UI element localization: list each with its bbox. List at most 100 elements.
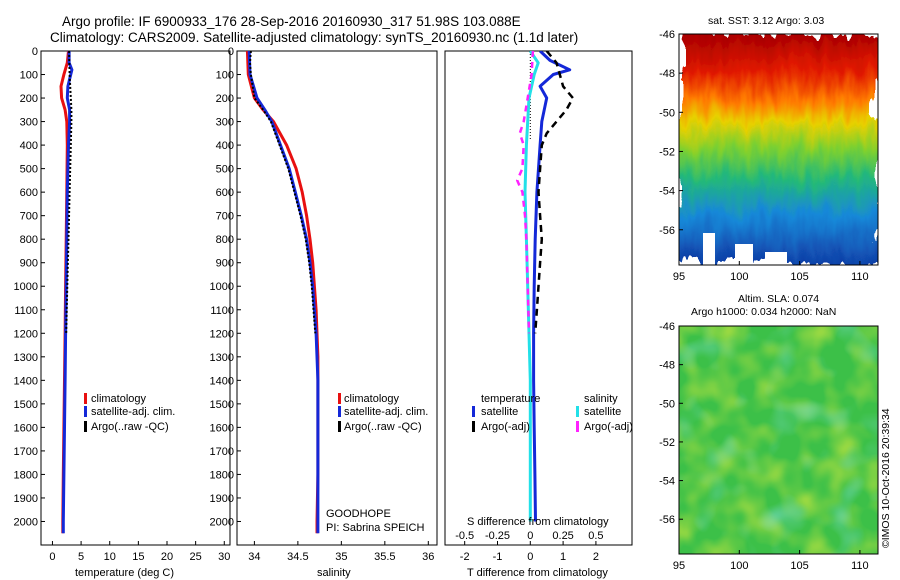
sla-field-lows [679,326,878,554]
lon-tick-label: 110 [851,560,869,572]
depth-tick-label: 1800 [210,469,234,481]
lon-tick-label: 105 [790,560,808,572]
depth-tick-label: 300 [20,117,38,129]
salinity-panel: 0 100 200 300 400 500 600 700 800 900 1000 1100 1200… [210,46,438,579]
depth-tick-label: 1300 [210,352,234,364]
depth-tick-label: 200 [216,93,234,105]
depth-tick-label: 1300 [14,352,38,364]
depth-tick-label: 1800 [14,469,38,481]
legend-swatch-argo [338,421,341,432]
depth-tick-label: 200 [20,93,38,105]
lon-tick-label: 110 [851,271,869,283]
lat-tick-label: -56 [659,514,675,526]
x-tick-label: 5 [78,551,84,563]
x-tick-label: 36 [422,551,434,563]
legend-swatch-t-argo [472,421,475,432]
depth-tick-label: 1700 [210,446,234,458]
series-line [533,51,575,334]
lon-tick-label: 100 [730,271,748,283]
legend-swatch-argo [84,421,87,432]
series-line [515,51,535,334]
salinity-x-ticks: 34 34.5 35 35.5 36 [248,541,434,563]
depth-tick-label: 0 [228,46,234,58]
sst-map-panel: sat. SST: 3.12 Argo: 3.03 95 100 105 110 -4… [659,15,879,283]
difference-x2label: S difference from climatology [467,516,609,528]
legend-label-satellite: satellite-adj. clim. [91,406,175,418]
lon-tick-label: 95 [673,560,685,572]
salinity-xlabel: salinity [317,567,351,579]
legend-title-temperature: temperature [481,393,540,405]
x-tick-label: 15 [132,551,144,563]
salinity-legend: climatology satellite-adj. clim. Argo(..… [338,393,428,433]
legend-swatch-s-satellite [576,406,579,417]
depth-tick-label: 1500 [14,399,38,411]
difference-legend: temperature salinity satellite Argo(-adj… [472,393,633,433]
lat-tick-label: -48 [659,68,675,80]
sst-map-frame [678,33,879,266]
legend-label-climatology: climatology [344,393,400,405]
legend-swatch-climatology [84,393,87,404]
x-tick-label: 0 [49,551,55,563]
temperature-xlabel: temperature (deg C) [75,567,174,579]
s-tick-label: 0 [527,530,533,542]
salinity-depth-ticks: 0 100 200 300 400 500 600 700 800 900 1000 1100 1200… [210,46,241,528]
temperature-lines [59,51,74,534]
legend-swatch-climatology [338,393,341,404]
x-tick-label: -1 [493,551,503,563]
depth-tick-label: 1600 [210,422,234,434]
depth-tick-label: 1200 [210,328,234,340]
depth-tick-label: 700 [20,211,38,223]
legend-label-t-argo: Argo(-adj) [481,421,530,433]
land-mask-1 [703,233,715,265]
depth-tick-label: 100 [20,70,38,82]
depth-tick-label: 400 [216,140,234,152]
sla-map-title: Altim. SLA: 0.074 [738,293,819,305]
float-pi-label: PI: Sabrina SPEICH [326,522,424,534]
lat-tick-label: -52 [659,146,675,158]
difference-s-ticks: -0.5 -0.25 0 0.25 0.5 [455,530,603,542]
lat-tick-label: -50 [659,398,675,410]
x-tick-label: 30 [218,551,230,563]
difference-xlabel: T difference from climatology [467,567,608,579]
series-line [249,51,317,334]
lat-tick-label: -54 [659,476,675,488]
s-tick-label: 0.5 [588,530,603,542]
difference-panel: -2 -1 0 1 2 -0.5 -0.25 0 0.25 0.5 T difference f… [444,50,633,579]
salinity-lines [245,51,320,534]
depth-tick-label: 1000 [14,281,38,293]
depth-tick-label: 600 [216,187,234,199]
depth-tick-label: 1000 [210,281,234,293]
lon-tick-label: 100 [730,560,748,572]
sst-field [679,34,878,265]
depth-tick-label: 1400 [14,375,38,387]
x-tick-label: 2 [593,551,599,563]
depth-tick-label: 1500 [210,399,234,411]
lat-tick-label: -46 [659,321,675,333]
x-tick-label: 10 [104,551,116,563]
x-tick-label: 1 [560,551,566,563]
salinity-axes-frame [236,50,438,546]
s-tick-label: 0.25 [552,530,573,542]
difference-axes-frame [444,50,633,546]
difference-lines [515,51,575,522]
temperature-depth-ticks: 0 100 200 300 400 500 600 700 800 900 1000 1100 1200… [14,46,45,528]
land-mask-3 [765,252,787,265]
credit-label: ©IMOS 10-Oct-2016 20:39:34 [880,408,892,548]
depth-tick-label: 500 [20,164,38,176]
legend-swatch-s-argo [576,421,579,432]
x-tick-label: 35.5 [374,551,395,563]
sst-map-lat-ticks: -46 -48 -50 -52 -54 -56 [659,29,683,237]
series-line [523,51,540,522]
lat-tick-label: -46 [659,29,675,41]
s-tick-label: -0.5 [455,530,474,542]
series-line [532,51,572,522]
legend-label-argo: Argo(..raw -QC) [91,421,169,433]
lat-tick-label: -54 [659,186,675,198]
depth-tick-label: 300 [216,117,234,129]
depth-tick-label: 1900 [14,493,38,505]
x-tick-label: 0 [527,551,533,563]
lat-tick-label: -52 [659,437,675,449]
header-line-2: Climatology: CARS2009. Satellite-adjuste… [50,30,578,45]
depth-tick-label: 400 [20,140,38,152]
